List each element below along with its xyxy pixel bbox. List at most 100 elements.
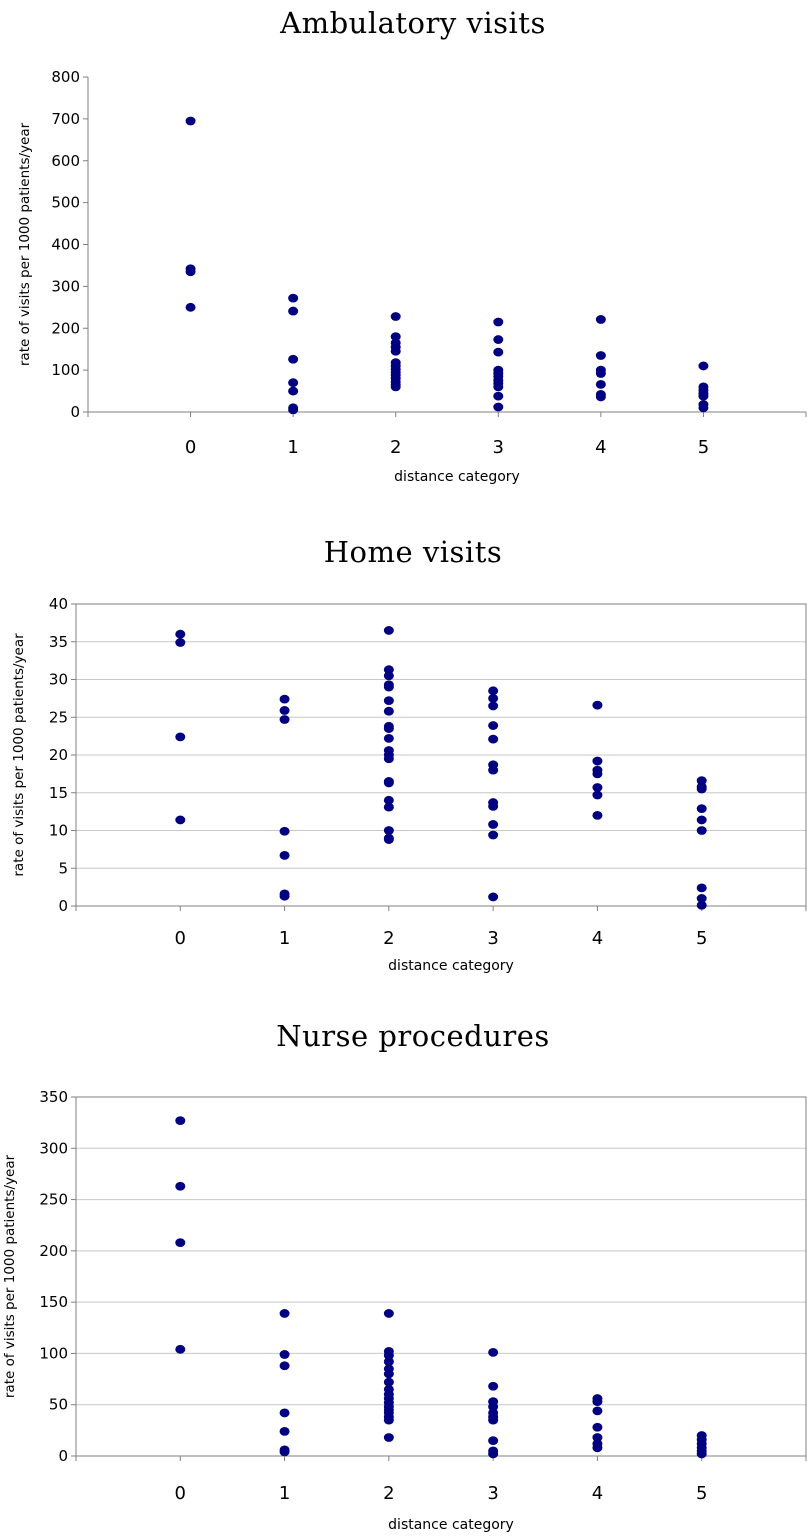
data-point <box>493 382 504 392</box>
data-point <box>488 1402 499 1412</box>
data-point <box>696 894 707 903</box>
y-axis-label: rate of visits per 1000 patients/year <box>11 633 27 877</box>
x-tick-label: 5 <box>698 437 709 458</box>
data-point <box>383 835 394 844</box>
data-point <box>383 1415 394 1425</box>
data-point <box>595 379 606 389</box>
x-tick-label: 4 <box>592 1483 603 1504</box>
x-tick-label: 2 <box>383 928 394 949</box>
data-point <box>488 734 499 744</box>
x-tick-label: 1 <box>287 437 298 458</box>
data-point <box>288 378 299 388</box>
data-point <box>488 801 499 811</box>
y-tick-label: 100 <box>51 361 80 379</box>
data-point <box>383 1309 394 1318</box>
data-point <box>592 1433 603 1442</box>
data-point <box>493 391 504 401</box>
y-tick-label: 0 <box>58 897 68 915</box>
data-point <box>488 765 499 775</box>
y-tick-label: 50 <box>49 1396 68 1414</box>
y-tick-label: 700 <box>51 110 80 128</box>
y-tick-label: 10 <box>49 822 68 840</box>
data-point <box>592 1397 603 1407</box>
data-point <box>592 756 603 766</box>
data-point <box>390 312 401 321</box>
data-point <box>175 1238 186 1248</box>
y-tick-label: 15 <box>49 784 68 802</box>
data-point <box>592 811 603 820</box>
data-point <box>592 1422 603 1432</box>
chart-title: Home visits <box>324 535 502 569</box>
y-tick-label: 600 <box>51 152 80 170</box>
data-point <box>383 1351 394 1360</box>
data-point <box>592 790 603 800</box>
data-point <box>383 671 394 681</box>
data-point <box>696 815 707 825</box>
data-point <box>185 302 196 312</box>
data-point <box>175 1181 186 1191</box>
data-point <box>288 293 299 303</box>
data-point <box>696 1449 707 1459</box>
data-point <box>488 892 499 902</box>
data-point <box>383 1377 394 1387</box>
data-point <box>488 721 499 730</box>
data-point <box>383 665 394 675</box>
data-point <box>383 778 394 788</box>
data-point <box>488 1348 499 1357</box>
data-point <box>279 1408 290 1418</box>
data-point <box>175 638 186 647</box>
data-point <box>488 1381 499 1391</box>
data-point <box>383 682 394 692</box>
x-tick-label: 0 <box>175 928 186 949</box>
data-point <box>279 826 290 836</box>
y-tick-label: 30 <box>49 671 68 689</box>
data-point <box>279 715 290 724</box>
data-point <box>488 1449 499 1459</box>
data-point <box>383 795 394 805</box>
data-point <box>595 315 606 324</box>
data-point <box>383 826 394 835</box>
chart-ambulatory: Ambulatory visits 0 100 200 300 400 500 600 700 8… <box>17 6 807 485</box>
y-tick-label: 250 <box>39 1191 68 1209</box>
y-tick-label: 350 <box>39 1088 68 1106</box>
data-point <box>696 900 707 910</box>
data-point <box>175 1344 186 1354</box>
x-tick-label: 2 <box>383 1483 394 1504</box>
x-tick-label: 3 <box>493 437 504 458</box>
data-point <box>279 851 290 860</box>
data-point <box>698 361 709 371</box>
x-axis-label: distance category <box>394 469 520 485</box>
chart-title: Ambulatory visits <box>279 6 546 40</box>
data-point <box>696 883 707 893</box>
data-point <box>488 686 499 696</box>
data-point <box>175 815 186 825</box>
data-point <box>288 306 299 316</box>
y-tick-label: 200 <box>39 1242 68 1260</box>
data-point <box>488 693 499 703</box>
x-tick-label: 3 <box>487 928 498 949</box>
data-point <box>288 354 299 364</box>
x-axis-label: distance category <box>388 1517 514 1533</box>
data-point <box>279 1447 290 1457</box>
data-point <box>279 706 290 715</box>
data-point <box>185 267 196 277</box>
chart-title: Nurse procedures <box>276 1019 550 1053</box>
data-point <box>279 1350 290 1359</box>
data-point <box>175 1116 186 1125</box>
y-tick-label: 300 <box>39 1139 68 1157</box>
data-point <box>493 347 504 357</box>
data-point <box>175 629 186 639</box>
x-tick-label: 1 <box>279 928 290 949</box>
data-point <box>279 1361 290 1371</box>
data-point <box>698 403 709 413</box>
data-point <box>279 1426 290 1436</box>
data-point <box>592 700 603 710</box>
data-point <box>696 784 707 794</box>
y-tick-label: 300 <box>51 277 80 295</box>
chart-home: Home visits 0 5 10 15 20 25 30 35 40 0 1 2 3 4 5 distanc… <box>11 535 807 974</box>
data-point <box>175 732 186 742</box>
x-tick-label: 0 <box>175 1483 186 1504</box>
data-point <box>696 804 707 814</box>
data-point <box>390 382 401 392</box>
